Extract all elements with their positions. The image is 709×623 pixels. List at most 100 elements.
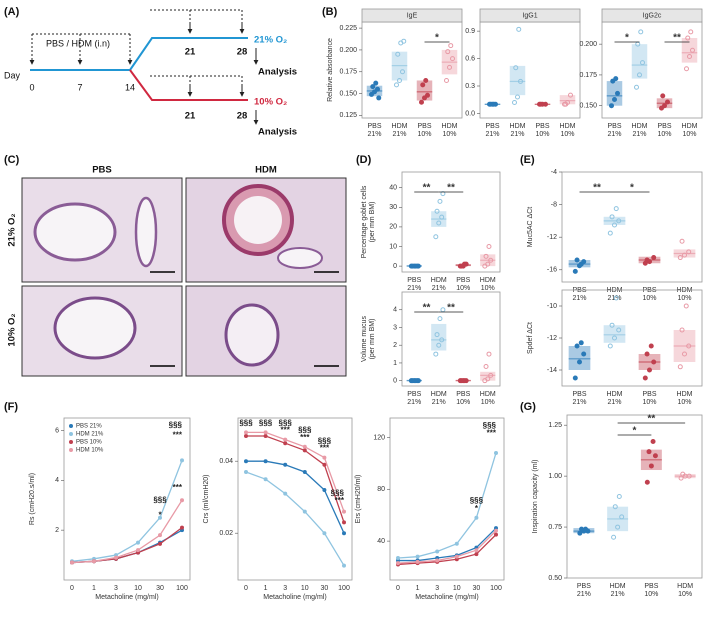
facet-strip: [479, 8, 581, 23]
data-point: [158, 515, 162, 520]
facet-title: IgG2c: [643, 12, 662, 19]
data-point: [448, 43, 454, 49]
data-point: [578, 261, 584, 267]
data-point: [616, 494, 622, 499]
lower-branch: [129, 69, 248, 101]
legend-marker: [69, 448, 73, 452]
y-axis-label-line: (per mm BM): [369, 202, 376, 243]
x-tick-label: PBS 21%: [577, 583, 591, 598]
y-axis-label: Crs (ml/cmH20): [203, 475, 210, 524]
y-tick-label: 6: [55, 427, 59, 434]
y-tick-label: 2: [55, 527, 59, 534]
y-axis-label-line: Rs (cmH20.s/ml): [29, 473, 36, 525]
data-point: [615, 90, 620, 96]
day: 28: [237, 111, 248, 122]
data-point: [395, 51, 401, 57]
dotted-bracket: [150, 75, 243, 96]
legend-marker: [69, 440, 73, 444]
data-point: [373, 80, 379, 86]
significance-label: **: [647, 414, 655, 425]
data-point: [677, 255, 683, 261]
y-axis-label-line: Relative absorbance: [327, 38, 334, 102]
series-line: [397, 530, 497, 564]
data-point: [263, 430, 268, 435]
series-line: [398, 527, 497, 562]
data-point: [572, 375, 578, 381]
y-tick-label: -8: [551, 201, 557, 208]
x-tick-label: HDM 10%: [480, 391, 496, 406]
facet-strip: [361, 8, 463, 23]
y-tick-label: 0.50: [548, 575, 562, 582]
data-point: [486, 244, 492, 250]
y-tick-label: 1.00: [548, 473, 562, 480]
y-tick-label: 0.150: [579, 103, 597, 110]
x-tick-label: HDM 10%: [560, 123, 576, 138]
analysis-label: Analysis: [258, 127, 297, 138]
data-point: [687, 53, 692, 59]
annotation: §§§: [298, 426, 312, 435]
significance-label: **: [593, 183, 601, 194]
row-label: 10% O₂: [7, 313, 18, 346]
x-tick-label: 1: [264, 585, 268, 592]
plot-frame: [561, 171, 703, 283]
data-point: [396, 561, 400, 566]
data-point: [437, 316, 443, 322]
plot-frame: [566, 414, 703, 579]
upper-branch: [129, 37, 248, 71]
data-point: [488, 257, 494, 263]
data-point: [613, 206, 619, 212]
data-point: [611, 534, 617, 540]
x-tick-label: PBS 21%: [485, 123, 499, 138]
data-point: [419, 99, 424, 105]
ci-band: [480, 371, 496, 381]
y-tick-label: -12: [547, 335, 557, 342]
data-point: [425, 92, 430, 98]
data-point: [577, 359, 582, 365]
data-point: [651, 255, 657, 261]
y-axis-label: Percentage goblet cells(per mm BM): [361, 185, 376, 258]
data-point: [684, 66, 689, 72]
y-tick-label: 80: [377, 486, 385, 493]
data-point: [568, 92, 573, 98]
legend-label: HDM 10%: [76, 448, 104, 454]
x-tick-label: 30: [156, 585, 164, 592]
annotation: ***: [320, 444, 330, 453]
data-point: [415, 559, 420, 564]
data-point: [400, 69, 405, 75]
data-point: [662, 103, 667, 109]
annotation: ***: [300, 433, 310, 442]
y-axis-label: Volume mucus(per mm BM): [361, 316, 376, 362]
data-point: [494, 528, 498, 533]
data-point: [574, 343, 580, 349]
data-point: [609, 103, 614, 109]
y-tick-label: 0.0: [465, 110, 475, 117]
data-point: [322, 462, 327, 467]
data-point: [244, 470, 248, 474]
data-point: [474, 515, 479, 520]
data-point: [376, 95, 382, 101]
data-point: [440, 307, 446, 313]
facet-strip: [601, 8, 703, 23]
ci-band: [431, 323, 447, 351]
data-point: [401, 38, 407, 44]
y-tick-label: 4: [393, 307, 397, 314]
data-point: [616, 218, 622, 224]
series-line: [71, 460, 183, 562]
data-point: [180, 458, 184, 463]
data-point: [609, 214, 615, 220]
series-line: [71, 527, 183, 564]
data-point: [644, 257, 650, 263]
annotation: ***: [173, 431, 183, 440]
data-point: [634, 84, 639, 90]
panel-label: (C): [4, 154, 20, 166]
x-tick-label: HDM 10%: [677, 583, 693, 598]
y-tick-label: 0.02: [219, 530, 233, 537]
annotation: §§§: [259, 419, 273, 428]
data-point: [578, 340, 584, 346]
annotation: ***: [173, 483, 183, 492]
y-axis-label-line: Crs (ml/cmH20): [203, 475, 210, 524]
data-point: [322, 531, 327, 536]
x-tick-label: 0: [396, 585, 400, 592]
data-point: [688, 29, 694, 35]
data-point: [396, 555, 400, 560]
